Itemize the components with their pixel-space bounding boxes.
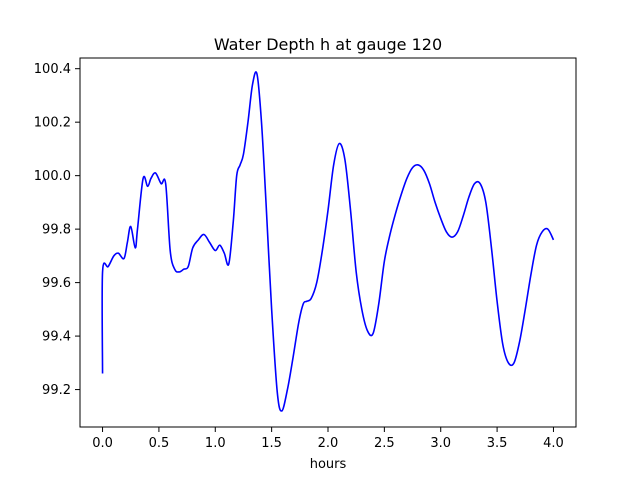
plot-area: [80, 58, 576, 427]
x-tick-label: 1.0: [205, 436, 226, 451]
y-tick-label: 99.8: [42, 223, 71, 238]
y-tick-label: 100.4: [34, 62, 71, 77]
x-tick-label: 2.0: [318, 436, 339, 451]
x-axis: 0.0 0.5 1.0 1.5 2.0 2.5 3.0 3.5 4.0: [92, 427, 564, 451]
y-tick-label: 100.0: [34, 169, 71, 184]
x-axis-label: hours: [310, 457, 347, 472]
x-tick-label: 0.0: [92, 436, 113, 451]
x-tick-label: 0.5: [149, 436, 170, 451]
x-tick-label: 1.5: [261, 436, 282, 451]
chart-title: Water Depth h at gauge 120: [214, 35, 442, 54]
y-tick-label: 100.2: [34, 116, 71, 131]
x-tick-label: 4.0: [543, 436, 564, 451]
y-tick-label: 99.2: [42, 383, 71, 398]
y-tick-label: 99.6: [42, 276, 71, 291]
series-line: [101, 71, 555, 412]
series-layer: [101, 71, 555, 412]
plot-frame: [79, 57, 577, 428]
x-tick-label: 3.5: [487, 436, 508, 451]
y-axis: 99.2 99.4 99.6 99.8 100.0 100.2 100.4: [34, 62, 80, 398]
y-tick-label: 99.4: [42, 330, 71, 345]
x-tick-label: 2.5: [374, 436, 395, 451]
x-tick-label: 3.0: [430, 436, 451, 451]
